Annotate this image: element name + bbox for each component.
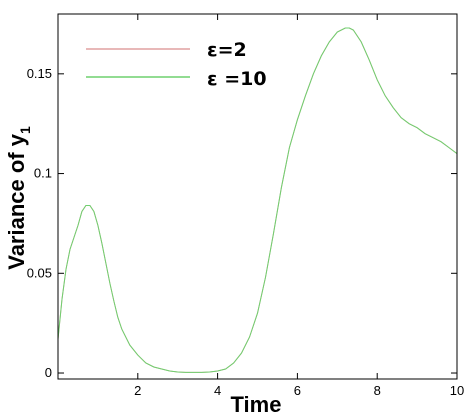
- x-tick-label: 2: [134, 383, 141, 398]
- x-tick-label: 8: [374, 383, 381, 398]
- series-line-2: [57, 27, 458, 373]
- legend-label-series-1: ε=2: [207, 39, 247, 61]
- series-layer: [57, 27, 458, 373]
- y-tick-label: 0: [45, 365, 52, 380]
- svg-text:Variance of y1: Variance of y1: [4, 126, 33, 270]
- ticks-layer: 2 4 6 8 10 0 0.05 0.1 0.15: [27, 14, 464, 398]
- x-tick-label: 6: [294, 383, 301, 398]
- x-tick-label: 4: [214, 383, 221, 398]
- y-tick-label: 0.15: [27, 66, 52, 81]
- x-axis-title: Time: [231, 392, 282, 417]
- plot-frame: [57, 13, 458, 380]
- y-tick-label: 0.1: [34, 166, 52, 181]
- y-axis-title-main: Variance of y: [4, 133, 29, 270]
- y-tick-label: 0.05: [27, 265, 52, 280]
- y-axis-title-subscript: 1: [17, 126, 33, 134]
- legend-label-series-2: ε =10: [207, 68, 267, 90]
- y-axis-title: Variance of y1: [4, 126, 33, 270]
- x-tick-label: 10: [450, 383, 464, 398]
- legend: ε=2 ε =10: [86, 39, 267, 90]
